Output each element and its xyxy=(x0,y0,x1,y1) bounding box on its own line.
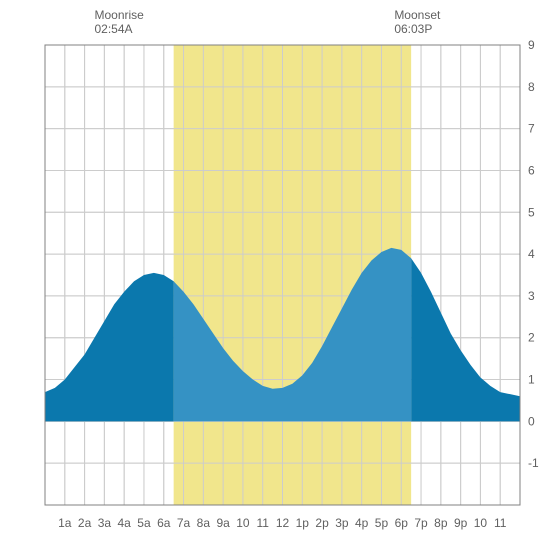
svg-text:4p: 4p xyxy=(355,516,369,530)
svg-text:6a: 6a xyxy=(157,516,171,530)
svg-text:8p: 8p xyxy=(434,516,448,530)
svg-text:9: 9 xyxy=(528,38,535,52)
svg-text:3a: 3a xyxy=(98,516,112,530)
svg-text:7: 7 xyxy=(528,122,535,136)
chart-svg: -101234567891a2a3a4a5a6a7a8a9a1011121p2p… xyxy=(0,0,550,550)
svg-text:11: 11 xyxy=(256,516,269,530)
svg-text:2p: 2p xyxy=(315,516,329,530)
svg-text:9p: 9p xyxy=(454,516,468,530)
moonset-title: Moonset xyxy=(394,8,440,22)
svg-text:-1: -1 xyxy=(528,456,539,470)
svg-text:5a: 5a xyxy=(137,516,151,530)
svg-text:2: 2 xyxy=(528,331,535,345)
svg-text:4: 4 xyxy=(528,247,535,261)
svg-text:6p: 6p xyxy=(395,516,409,530)
svg-text:10: 10 xyxy=(236,516,250,530)
svg-text:3: 3 xyxy=(528,289,535,303)
tide-chart: -101234567891a2a3a4a5a6a7a8a9a1011121p2p… xyxy=(0,0,550,550)
svg-text:2a: 2a xyxy=(78,516,92,530)
moonrise-time: 02:54A xyxy=(94,22,143,36)
svg-text:0: 0 xyxy=(528,414,535,428)
svg-text:5p: 5p xyxy=(375,516,389,530)
svg-text:3p: 3p xyxy=(335,516,349,530)
svg-text:5: 5 xyxy=(528,205,535,219)
svg-text:11: 11 xyxy=(494,516,507,530)
moonset-time: 06:03P xyxy=(394,22,440,36)
svg-text:8a: 8a xyxy=(197,516,211,530)
svg-text:9a: 9a xyxy=(216,516,230,530)
moonset-label: Moonset 06:03P xyxy=(394,8,440,37)
svg-text:10: 10 xyxy=(474,516,488,530)
moonrise-label: Moonrise 02:54A xyxy=(94,8,143,37)
svg-text:7p: 7p xyxy=(414,516,428,530)
svg-text:4a: 4a xyxy=(117,516,131,530)
svg-text:1: 1 xyxy=(528,373,535,387)
svg-text:7a: 7a xyxy=(177,516,191,530)
svg-text:1a: 1a xyxy=(58,516,72,530)
svg-text:6: 6 xyxy=(528,163,535,177)
svg-text:8: 8 xyxy=(528,80,535,94)
svg-text:1p: 1p xyxy=(296,516,310,530)
moonrise-title: Moonrise xyxy=(94,8,143,22)
svg-text:12: 12 xyxy=(276,516,290,530)
